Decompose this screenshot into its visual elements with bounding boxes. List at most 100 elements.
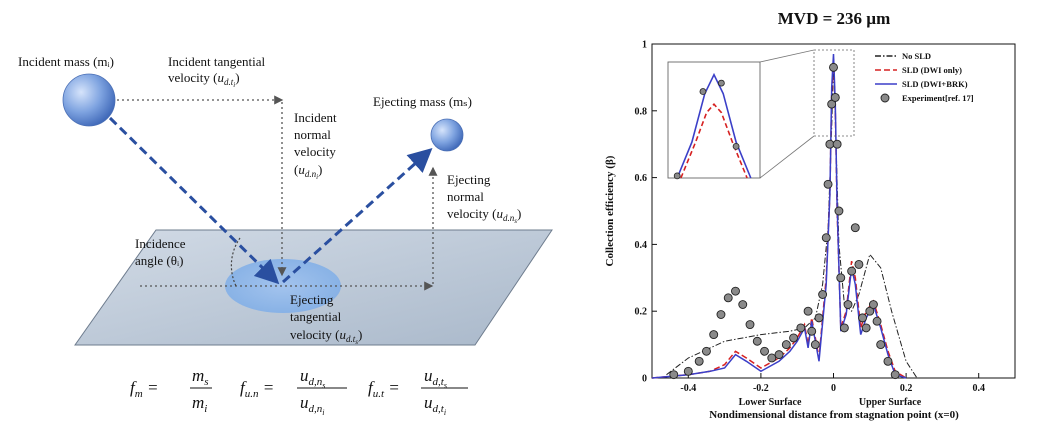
incident-mass-label: Incident mass (mᵢ) [18, 54, 114, 69]
y-tick-label: 0.8 [635, 106, 648, 117]
experiment-point [834, 206, 844, 216]
experiment-point [781, 340, 791, 350]
experiment-point [883, 356, 893, 366]
experiment-point [709, 330, 719, 340]
ratio-formulas: fm = ms mi fu.n = ud,ns ud,ni fu.t = ud,… [130, 366, 468, 417]
experiment-point [731, 286, 740, 296]
svg-text:fu.t =: fu.t = [368, 378, 400, 400]
svg-text:ud,ts: ud,ts [424, 366, 447, 390]
experiment-point [767, 353, 777, 363]
incidence-angle-label-2: angle (θᵢ) [135, 253, 183, 268]
experiment-point [830, 92, 840, 102]
impact-diagram: Incident mass (mᵢ) Incident tangential v… [18, 54, 553, 417]
y-tick-label: 0 [642, 374, 647, 385]
chart-title: MVD = 236 µm [778, 9, 891, 28]
experiment-point [810, 340, 820, 350]
legend-marker [880, 93, 890, 103]
experiment-point [814, 313, 824, 323]
incident-mass-sphere [62, 73, 116, 127]
experiment-point [890, 370, 900, 380]
ejecting-normal-label-3: velocity (ud.ns) [447, 206, 521, 225]
experiment-point [829, 62, 838, 72]
incident-tangential-label-1: Incident tangential [168, 54, 265, 69]
experiment-point [669, 370, 679, 380]
incident-normal-label-2: normal [294, 127, 331, 142]
series-layer [651, 53, 918, 380]
svg-text:ms: ms [192, 366, 209, 388]
experiment-point [827, 99, 837, 109]
legend: No SLD SLD (DWI only) SLD (DWI+BRK) Experim… [875, 51, 974, 103]
ejecting-trajectory-arrow [281, 147, 433, 284]
experiment-point [858, 313, 867, 323]
incidence-angle-arc [230, 237, 241, 287]
svg-text:ud,ni: ud,ni [300, 393, 324, 417]
inset-curve-2 [676, 72, 752, 179]
experiment-point [836, 273, 846, 283]
experiment-point [854, 259, 864, 269]
experiment-point [825, 139, 835, 149]
y-tick-label: 1 [642, 40, 647, 51]
experiment-point [789, 333, 799, 343]
experiment-point [796, 323, 806, 333]
incident-normal-label-4: (ud.ni) [294, 162, 322, 181]
zoom-source-box [813, 49, 855, 137]
upper-surface-label: Upper Surface [859, 397, 922, 408]
experiment-point [847, 266, 857, 276]
svg-text:fm =: fm = [130, 378, 158, 400]
zoom-inset [667, 61, 761, 179]
x-tick-label: 0.2 [900, 383, 913, 394]
zoom-inset-curves [673, 72, 752, 180]
x-ticks: -0.4 -0.2 0 0.2 0.4 [680, 373, 985, 394]
inset-curve-1 [680, 102, 748, 179]
ejecting-tangential-label-3: velocity (ud.ts) [290, 327, 362, 346]
y-axis-label: Collection efficiency (β) [604, 155, 616, 266]
inset-point [673, 172, 681, 180]
experiment-point [865, 306, 875, 316]
experiment-point [868, 300, 878, 309]
experiment-point [843, 300, 853, 309]
svg-text:ud,ti: ud,ti [424, 393, 446, 417]
experiment-point [716, 310, 726, 319]
svg-text:ud,ns: ud,ns [300, 366, 325, 390]
experiment-point [752, 336, 762, 346]
legend-entry: SLD (DWI only) [902, 65, 962, 75]
experiment-point [850, 223, 860, 233]
experiment-point [818, 290, 828, 299]
legend-entry: No SLD [902, 51, 931, 61]
experiment-point [738, 300, 748, 309]
experiment-point [807, 326, 817, 336]
experiment-point [832, 139, 842, 149]
incident-normal-label-3: velocity [294, 144, 336, 159]
experiment-point [823, 179, 833, 189]
svg-text:fu.n =: fu.n = [240, 378, 274, 400]
incident-trajectory-arrow [108, 116, 280, 285]
lower-surface-label: Lower Surface [739, 397, 802, 408]
incident-normal-label-1: Incident [294, 110, 337, 125]
ejecting-mass-sphere [430, 118, 464, 152]
ejecting-tangential-label-2: tangential [290, 309, 342, 324]
ejecting-normal-label-1: Ejecting [447, 172, 491, 187]
experiment-point [861, 323, 871, 333]
incidence-angle-label-1: Incidence [135, 236, 186, 251]
experiment-point [702, 346, 711, 356]
y-tick-label: 0.2 [635, 307, 648, 318]
experiment-point [723, 293, 733, 303]
experiment-point [839, 323, 849, 333]
x-tick-label: -0.4 [680, 383, 696, 394]
inset-point [732, 142, 740, 150]
experiment-point [803, 306, 813, 316]
experiment-point [821, 233, 831, 243]
experiment-point [876, 340, 886, 350]
x-tick-label: 0.4 [972, 383, 985, 394]
x-axis-label: Nondimensional distance from stagnation … [709, 409, 959, 421]
experiment-point [694, 356, 704, 366]
experiment-point [872, 316, 882, 326]
inset-point [699, 88, 707, 95]
experiment-point [774, 350, 784, 360]
svg-text:mi: mi [192, 393, 207, 415]
experiment-point [760, 346, 769, 356]
inset-point [717, 79, 725, 87]
legend-entry: Experiment[ref. 17] [902, 93, 974, 103]
y-tick-label: 0.4 [635, 240, 648, 251]
